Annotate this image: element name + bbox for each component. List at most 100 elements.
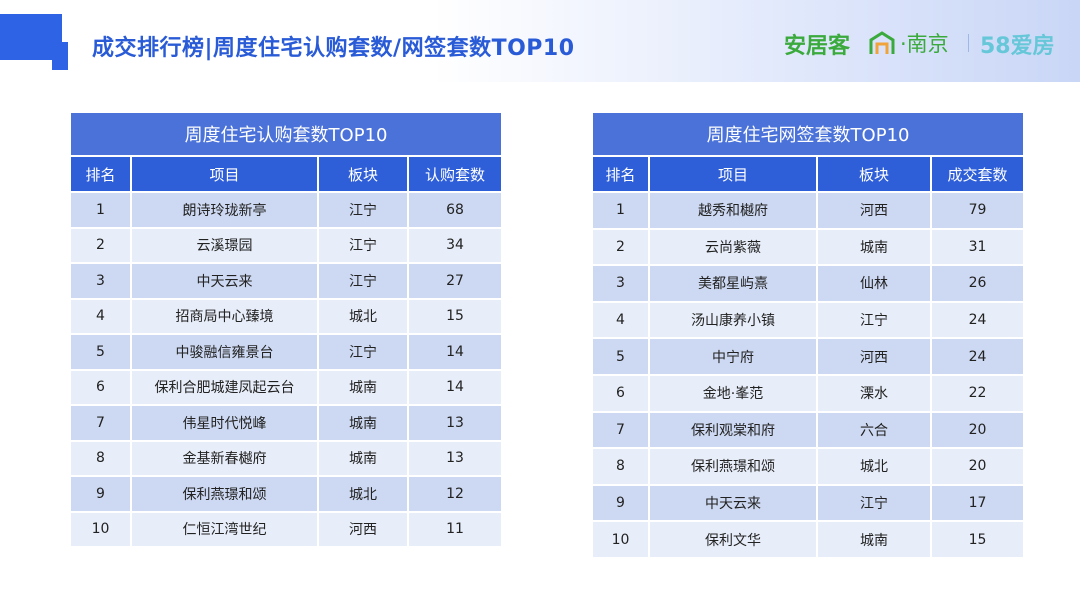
table-row: 1 越秀和樾府 河西 79 — [591, 191, 1026, 230]
table-row: 6 金地·峯范 溧水 22 — [591, 373, 1026, 413]
page-title: 成交排行榜|周度住宅认购套数/网签套数TOP10 — [92, 36, 575, 61]
table-row: 3 美都星屿熹 仙林 26 — [591, 264, 1026, 303]
count-cell: 14 — [406, 368, 504, 406]
count-cell: 34 — [406, 226, 504, 264]
count-cell: 13 — [406, 404, 504, 442]
project-cell: 保利观棠和府 — [648, 410, 818, 450]
project-cell: 汤山康养小镇 — [648, 300, 818, 340]
district-cell: 江宁 — [317, 333, 409, 371]
count-cell: 13 — [406, 439, 504, 477]
header-band — [0, 0, 1080, 82]
table-row: 4 招商局中心臻境 城北 15 — [69, 297, 504, 335]
table-row: 4 汤山康养小镇 江宁 24 — [591, 300, 1026, 340]
table-header-row: 排名 项目 板块 认购套数 — [69, 155, 504, 193]
column-header-rank: 排名 — [591, 155, 650, 193]
count-cell: 24 — [929, 337, 1026, 376]
subscription-top10-table: 周度住宅认购套数TOP10 排名 项目 板块 认购套数 1 朗诗玲珑新亭 江宁 68 2… — [68, 111, 504, 548]
district-cell: 城南 — [317, 368, 409, 406]
table-row: 8 保利燕璟和颂 城北 20 — [591, 447, 1026, 486]
project-cell: 金基新春樾府 — [130, 439, 319, 477]
rank-cell: 2 — [591, 227, 650, 267]
rank-cell: 10 — [69, 510, 132, 548]
project-cell: 招商局中心臻境 — [130, 297, 319, 335]
count-cell: 68 — [406, 191, 504, 229]
column-header-project: 项目 — [648, 155, 818, 193]
table-row: 2 云尚紫薇 城南 31 — [591, 227, 1026, 267]
table-row: 3 中天云来 江宁 27 — [69, 262, 504, 300]
table-row: 5 中骏融信雍景台 江宁 14 — [69, 333, 504, 371]
table-row: 10 仁恒江湾世纪 河西 11 — [69, 510, 504, 548]
table-row: 2 云溪璟园 江宁 34 — [69, 226, 504, 264]
district-cell: 仙林 — [816, 264, 932, 303]
rank-cell: 2 — [69, 226, 132, 264]
district-cell: 河西 — [816, 337, 932, 376]
project-cell: 仁恒江湾世纪 — [130, 510, 319, 548]
rank-cell: 9 — [69, 475, 132, 513]
district-cell: 城北 — [317, 297, 409, 335]
project-cell: 保利燕璟和颂 — [648, 447, 818, 486]
project-cell: 美都星屿熹 — [648, 264, 818, 303]
count-cell: 14 — [406, 333, 504, 371]
count-cell: 31 — [929, 227, 1026, 267]
brand-divider — [968, 34, 969, 52]
district-cell: 城南 — [317, 404, 409, 442]
project-cell: 保利合肥城建凤起云台 — [130, 368, 319, 406]
rank-cell: 3 — [69, 262, 132, 300]
district-cell: 溧水 — [816, 373, 932, 413]
project-cell: 金地·峯范 — [648, 373, 818, 413]
brand-anjuke-logo: 安居客 — [784, 34, 851, 59]
district-cell: 河西 — [317, 510, 409, 548]
brand-58-logo: 58爱房 — [980, 34, 1055, 59]
column-header-district: 板块 — [816, 155, 932, 193]
title-accent-block — [0, 14, 62, 60]
project-cell: 中天云来 — [648, 483, 818, 523]
project-cell: 云溪璟园 — [130, 226, 319, 264]
project-cell: 中骏融信雍景台 — [130, 333, 319, 371]
table-title: 周度住宅网签套数TOP10 — [590, 111, 1026, 157]
rank-cell: 5 — [591, 337, 650, 376]
count-cell: 11 — [406, 510, 504, 548]
count-cell: 20 — [929, 410, 1026, 450]
house-logo-icon — [869, 31, 895, 54]
table-row: 9 保利燕璟和颂 城北 12 — [69, 475, 504, 513]
column-header-rank: 排名 — [69, 155, 132, 193]
district-cell: 城北 — [816, 447, 932, 486]
district-cell: 河西 — [816, 191, 932, 230]
rank-cell: 1 — [69, 191, 132, 229]
project-cell: 中宁府 — [648, 337, 818, 376]
table-row: 6 保利合肥城建凤起云台 城南 14 — [69, 368, 504, 406]
district-cell: 江宁 — [317, 191, 409, 229]
table-row: 7 伟星时代悦峰 城南 13 — [69, 404, 504, 442]
count-cell: 26 — [929, 264, 1026, 303]
district-cell: 江宁 — [816, 300, 932, 340]
rank-cell: 8 — [591, 447, 650, 486]
title-accent-square — [52, 42, 68, 70]
rank-cell: 6 — [69, 368, 132, 406]
district-cell: 城南 — [816, 520, 932, 559]
count-cell: 15 — [406, 297, 504, 335]
table-row: 9 中天云来 江宁 17 — [591, 483, 1026, 523]
table-title: 周度住宅认购套数TOP10 — [68, 111, 504, 157]
count-cell: 24 — [929, 300, 1026, 340]
column-header-count: 认购套数 — [406, 155, 504, 193]
contract-top10-table: 周度住宅网签套数TOP10 排名 项目 板块 成交套数 1 越秀和樾府 河西 79 2 云… — [590, 111, 1026, 559]
count-cell: 22 — [929, 373, 1026, 413]
rank-cell: 7 — [591, 410, 650, 450]
project-cell: 中天云来 — [130, 262, 319, 300]
count-cell: 20 — [929, 447, 1026, 486]
rank-cell: 3 — [591, 264, 650, 303]
project-cell: 保利文华 — [648, 520, 818, 559]
rank-cell: 10 — [591, 520, 650, 559]
district-cell: 江宁 — [317, 226, 409, 264]
table-row: 7 保利观棠和府 六合 20 — [591, 410, 1026, 450]
project-cell: 伟星时代悦峰 — [130, 404, 319, 442]
column-header-count: 成交套数 — [929, 155, 1026, 193]
project-cell: 越秀和樾府 — [648, 191, 818, 230]
district-cell: 六合 — [816, 410, 932, 450]
table-row: 10 保利文华 城南 15 — [591, 520, 1026, 559]
rank-cell: 5 — [69, 333, 132, 371]
column-header-district: 板块 — [317, 155, 409, 193]
rank-cell: 4 — [591, 300, 650, 340]
count-cell: 17 — [929, 483, 1026, 523]
count-cell: 15 — [929, 520, 1026, 559]
